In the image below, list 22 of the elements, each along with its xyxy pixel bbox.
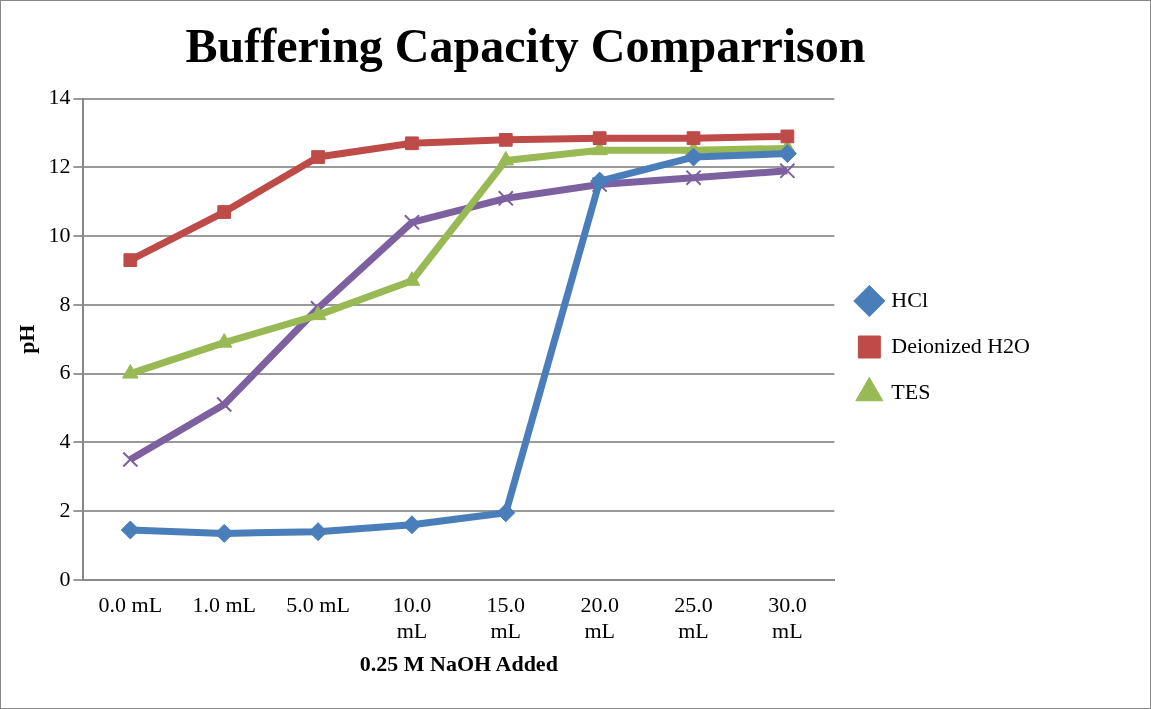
legend-label: TES (891, 378, 931, 404)
x-tick-label: 25.0 mL (674, 591, 713, 644)
chart-title: Buffering Capacity Comparrison (185, 19, 866, 73)
y-tick-label: 12 (48, 153, 71, 179)
x-tick-label: 15.0 mL (486, 591, 526, 644)
x-tick-label: 0.0 mL (98, 591, 163, 617)
y-axis-title: pH (13, 324, 39, 354)
y-tick-label: 8 (59, 290, 71, 316)
y-tick-label: 6 (59, 359, 71, 385)
x-tick-label: 30.0 mL (768, 591, 807, 644)
y-tick-label: 2 (59, 496, 71, 522)
x-tick-label: 1.0 mL (192, 591, 256, 617)
x-tick-label: 5.0 mL (286, 591, 350, 617)
y-tick-label: 0 (59, 565, 71, 591)
legend-label: Deionized H2O (891, 332, 1031, 358)
x-tick-label: 20.0 mL (580, 591, 619, 644)
y-tick-label: 4 (59, 428, 71, 454)
y-tick-label: 10 (48, 221, 71, 247)
legend-label: HCl (891, 286, 929, 312)
y-tick-label: 14 (48, 84, 71, 110)
x-axis-title: 0.25 M NaOH Added (359, 651, 558, 677)
x-tick-label: 10.0 mL (392, 591, 432, 644)
